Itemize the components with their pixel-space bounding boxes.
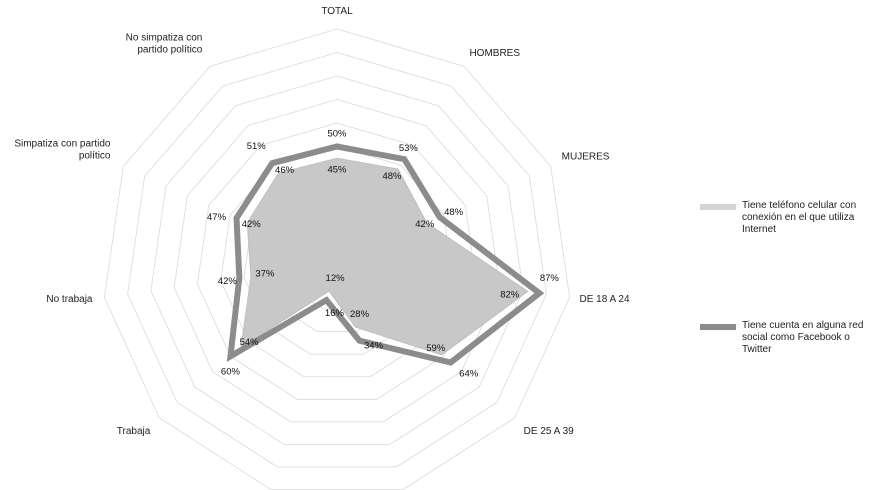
axis-label-line: TOTAL	[321, 6, 353, 17]
data-label: 12%	[326, 273, 346, 284]
axis-label-line: DE 18 A 24	[580, 294, 630, 305]
axis-label: Simpatiza con partido político	[14, 139, 111, 162]
data-label: 53%	[399, 143, 419, 154]
axis-label-line: MUJERES	[562, 151, 610, 162]
legend-line: Tiene teléfono celular con	[742, 200, 857, 211]
series-area-celular	[240, 157, 529, 356]
data-label: 45%	[327, 164, 347, 175]
data-label: 37%	[255, 268, 275, 279]
axis-label-line: No trabaja	[46, 294, 93, 305]
axis-label: No simpatiza con partido político	[126, 33, 203, 56]
legend-line: social como Facebook o	[742, 332, 850, 343]
legend-swatch-area	[700, 204, 736, 210]
axis-label: MUJERES	[562, 151, 610, 162]
data-label: 59%	[426, 343, 446, 354]
data-label: 46%	[275, 165, 295, 176]
data-label: 34%	[364, 341, 384, 352]
axis-label-line: HOMBRES	[469, 48, 520, 59]
axis-label: No trabaja	[46, 294, 93, 305]
grid-ring	[127, 52, 547, 468]
legend-line: conexión en el que utiliza	[742, 212, 855, 223]
data-label: 28%	[350, 309, 370, 320]
axis-label-line: político	[79, 151, 111, 162]
data-label: 64%	[459, 368, 479, 379]
legend-swatch-line	[700, 324, 736, 330]
data-label: 48%	[444, 207, 464, 218]
legend-label-red-social: Tiene cuenta en alguna red social como F…	[742, 320, 872, 356]
grid-ring	[150, 75, 524, 445]
axis-label-line: partido político	[137, 45, 202, 56]
radar-data-labels: 45% 48% 42% 82% 59% 28% 12% 54% 37% 42% 46% 50% 53% 4…	[207, 129, 559, 380]
axis-label-line: No simpatiza con	[126, 33, 203, 44]
data-label: 42%	[218, 276, 238, 287]
axis-label-line: Simpatiza con partido	[14, 139, 111, 150]
data-label: 50%	[327, 129, 347, 140]
grid-ring	[103, 28, 571, 490]
axis-label: DE 25 A 39	[524, 426, 574, 437]
axis-label-line: Trabaja	[117, 426, 151, 437]
axis-label: DE 18 A 24	[580, 294, 630, 305]
legend-line: Internet	[742, 224, 776, 235]
series-line-red-social	[226, 143, 545, 366]
data-label: 60%	[221, 366, 241, 377]
data-label: 48%	[382, 171, 402, 182]
data-label: 87%	[540, 273, 560, 284]
legend-line: Twitter	[742, 344, 772, 355]
legend-label-celular: Tiene teléfono celular con conexión en e…	[742, 200, 872, 236]
data-label: 54%	[240, 337, 260, 348]
axis-label: TOTAL	[321, 6, 353, 17]
data-label: 51%	[247, 141, 267, 152]
data-label: 42%	[415, 219, 435, 230]
legend-line: Tiene cuenta en alguna red	[742, 320, 864, 331]
grid-ring	[197, 122, 477, 400]
data-label: 82%	[500, 289, 520, 300]
data-label: 16%	[325, 308, 345, 319]
data-label: 47%	[207, 212, 227, 223]
radar-series	[226, 143, 545, 366]
axis-label-line: DE 25 A 39	[524, 426, 574, 437]
axis-label: Trabaja	[117, 426, 151, 437]
grid-ring	[173, 99, 501, 423]
data-label: 42%	[242, 219, 262, 230]
axis-label: HOMBRES	[469, 48, 520, 59]
